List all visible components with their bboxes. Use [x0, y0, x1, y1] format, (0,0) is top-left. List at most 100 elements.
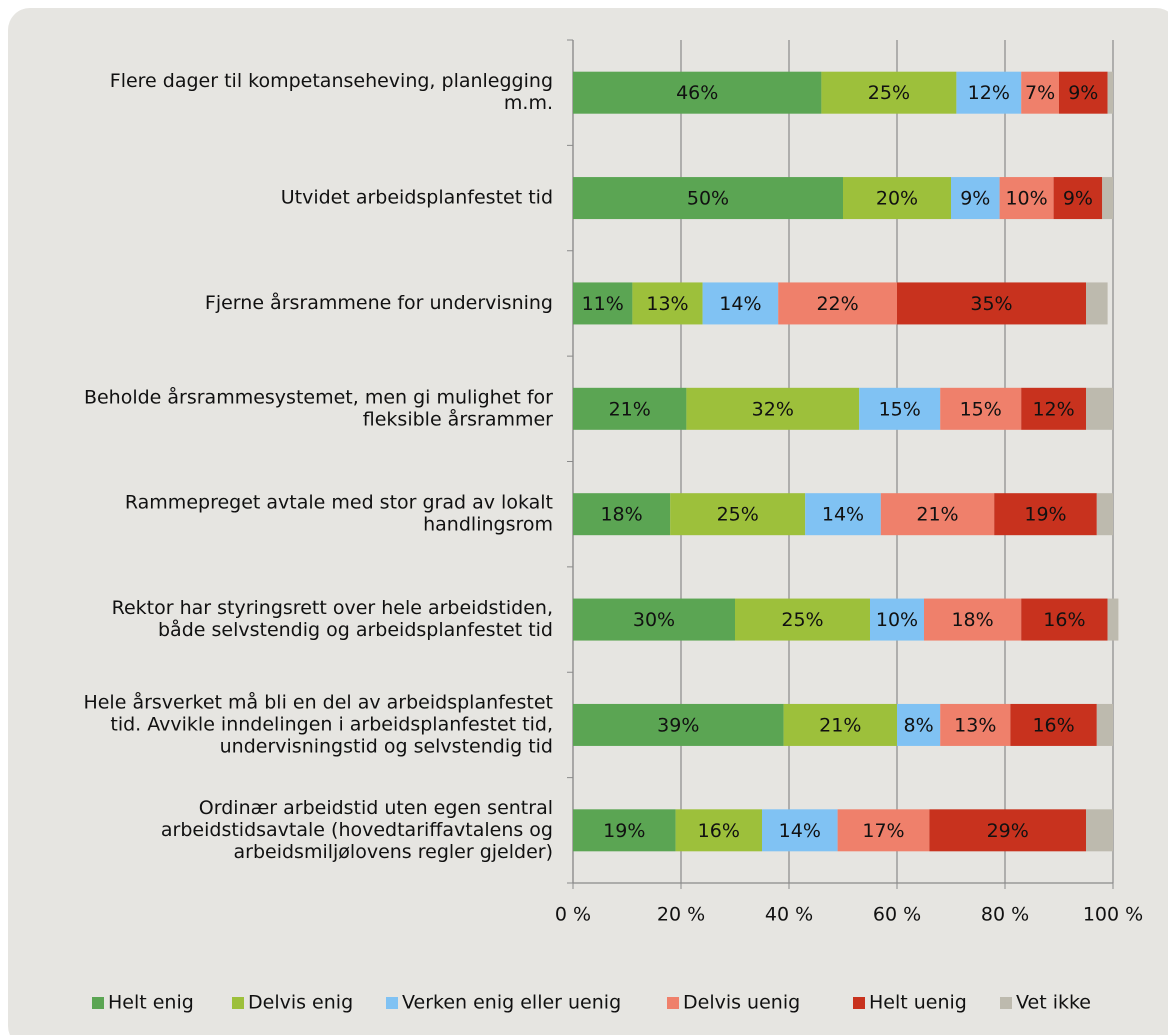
legend-label: Helt enig: [108, 992, 194, 1014]
data-label: 22%: [816, 293, 858, 315]
category-label: Rammepreget avtale med stor grad av loka…: [125, 492, 553, 514]
x-tick-label: 40 %: [765, 904, 813, 926]
data-label: 21%: [916, 504, 958, 526]
bar-segment: [1021, 387, 1086, 430]
data-label: 14%: [719, 293, 761, 315]
bar-segment: [1107, 598, 1119, 641]
data-label: 17%: [862, 820, 904, 842]
data-label: 14%: [822, 504, 864, 526]
category-label: Fjerne årsrammene for undervisning: [205, 291, 553, 314]
data-label: 10%: [876, 609, 918, 631]
category-label: undervisningstid og selvstendig tid: [220, 735, 553, 757]
legend-label: Delvis enig: [248, 992, 353, 1014]
data-label: 18%: [951, 609, 993, 631]
data-label: 12%: [968, 82, 1010, 104]
legend-label: Verken enig eller uenig: [402, 992, 621, 1014]
data-label: 9%: [960, 188, 990, 210]
data-label: 39%: [657, 714, 699, 736]
x-tick-label: 100 %: [1083, 904, 1143, 926]
data-label: 18%: [600, 504, 642, 526]
bar-segment: [897, 282, 1086, 325]
bar-segment: [1086, 282, 1108, 325]
data-label: 16%: [1032, 714, 1074, 736]
x-tick-label: 0 %: [555, 904, 591, 926]
legend-label: Delvis uenig: [683, 992, 800, 1014]
bar-segment: [573, 598, 735, 641]
bar-segment: [686, 387, 860, 430]
bar-segment: [843, 177, 951, 220]
x-tick-label: 20 %: [657, 904, 705, 926]
legend-label: Vet ikke: [1016, 992, 1091, 1014]
category-label: Hele årsverket må bli en del av arbeidsp…: [83, 690, 553, 713]
bar-segment: [929, 809, 1086, 852]
category-label: tid. Avvikle inndelingen i arbeidsplanfe…: [110, 713, 553, 735]
bar-segment: [675, 809, 762, 852]
data-label: 12%: [1032, 398, 1074, 420]
bar-segment: [1102, 177, 1113, 220]
data-label: 46%: [676, 82, 718, 104]
data-label: 13%: [954, 714, 996, 736]
bar-segment: [994, 493, 1097, 536]
bar-segment: [573, 387, 687, 430]
data-label: 19%: [603, 820, 645, 842]
bar-segment: [1096, 703, 1113, 746]
bar-segment: [573, 71, 822, 114]
data-label: 8%: [904, 714, 934, 736]
bar-segment: [805, 493, 881, 536]
legend-swatch: [667, 997, 679, 1009]
bar-segment: [837, 809, 930, 852]
bar-segment: [1096, 493, 1113, 536]
data-label: 11%: [582, 293, 624, 315]
data-label: 25%: [717, 504, 759, 526]
category-label: arbeidsmiljølovens regler gjelder): [234, 841, 553, 863]
bar-segment: [1086, 809, 1113, 852]
bar-segment: [924, 598, 1022, 641]
bar-segment: [735, 598, 870, 641]
legend-label: Helt uenig: [869, 992, 967, 1014]
data-label: 9%: [1068, 82, 1098, 104]
data-label: 7%: [1025, 82, 1055, 104]
bar-segment: [1059, 71, 1108, 114]
category-label: arbeidstidsavtale (hovedtariffavtalens o…: [161, 819, 553, 841]
data-label: 14%: [779, 820, 821, 842]
data-label: 30%: [633, 609, 675, 631]
legend-swatch: [386, 997, 398, 1009]
data-label: 19%: [1024, 504, 1066, 526]
data-label: 21%: [609, 398, 651, 420]
bar-segment: [1021, 598, 1108, 641]
legend-swatch: [853, 997, 865, 1009]
data-label: 35%: [970, 293, 1012, 315]
data-label: 15%: [879, 398, 921, 420]
bar-segment: [897, 703, 941, 746]
bar-segment: [1010, 703, 1097, 746]
data-label: 50%: [687, 188, 729, 210]
category-label: Rektor har styringsrett over hele arbeid…: [112, 597, 553, 619]
bar-segment: [702, 282, 779, 325]
bar-segment: [880, 493, 995, 536]
category-label: m.m.: [504, 92, 553, 114]
bar-segment: [940, 703, 1011, 746]
category-label: handlingsrom: [423, 514, 553, 536]
bar-segment: [870, 598, 924, 641]
data-label: 9%: [1063, 188, 1093, 210]
bar-segment: [956, 71, 1022, 114]
category-label: Beholde årsrammesystemet, men gi mulighe…: [84, 385, 553, 408]
bar-segment: [762, 809, 838, 852]
bar-segment: [821, 71, 957, 114]
bar-segment: [573, 177, 843, 220]
data-label: 21%: [819, 714, 861, 736]
bar-segment: [1053, 177, 1103, 220]
data-label: 32%: [752, 398, 794, 420]
category-label: fleksible årsrammer: [363, 407, 553, 430]
data-label: 20%: [876, 188, 918, 210]
data-label: 16%: [1043, 609, 1085, 631]
data-label: 10%: [1005, 188, 1047, 210]
data-label: 15%: [960, 398, 1002, 420]
bar-segment: [778, 282, 897, 325]
category-label: både selvstendig og arbeidsplanfestet ti…: [158, 618, 553, 641]
legend-swatch: [232, 997, 244, 1009]
data-label: 25%: [781, 609, 823, 631]
bar-segment: [783, 703, 897, 746]
bar-segment: [573, 809, 676, 852]
bar-segment: [940, 387, 1022, 430]
